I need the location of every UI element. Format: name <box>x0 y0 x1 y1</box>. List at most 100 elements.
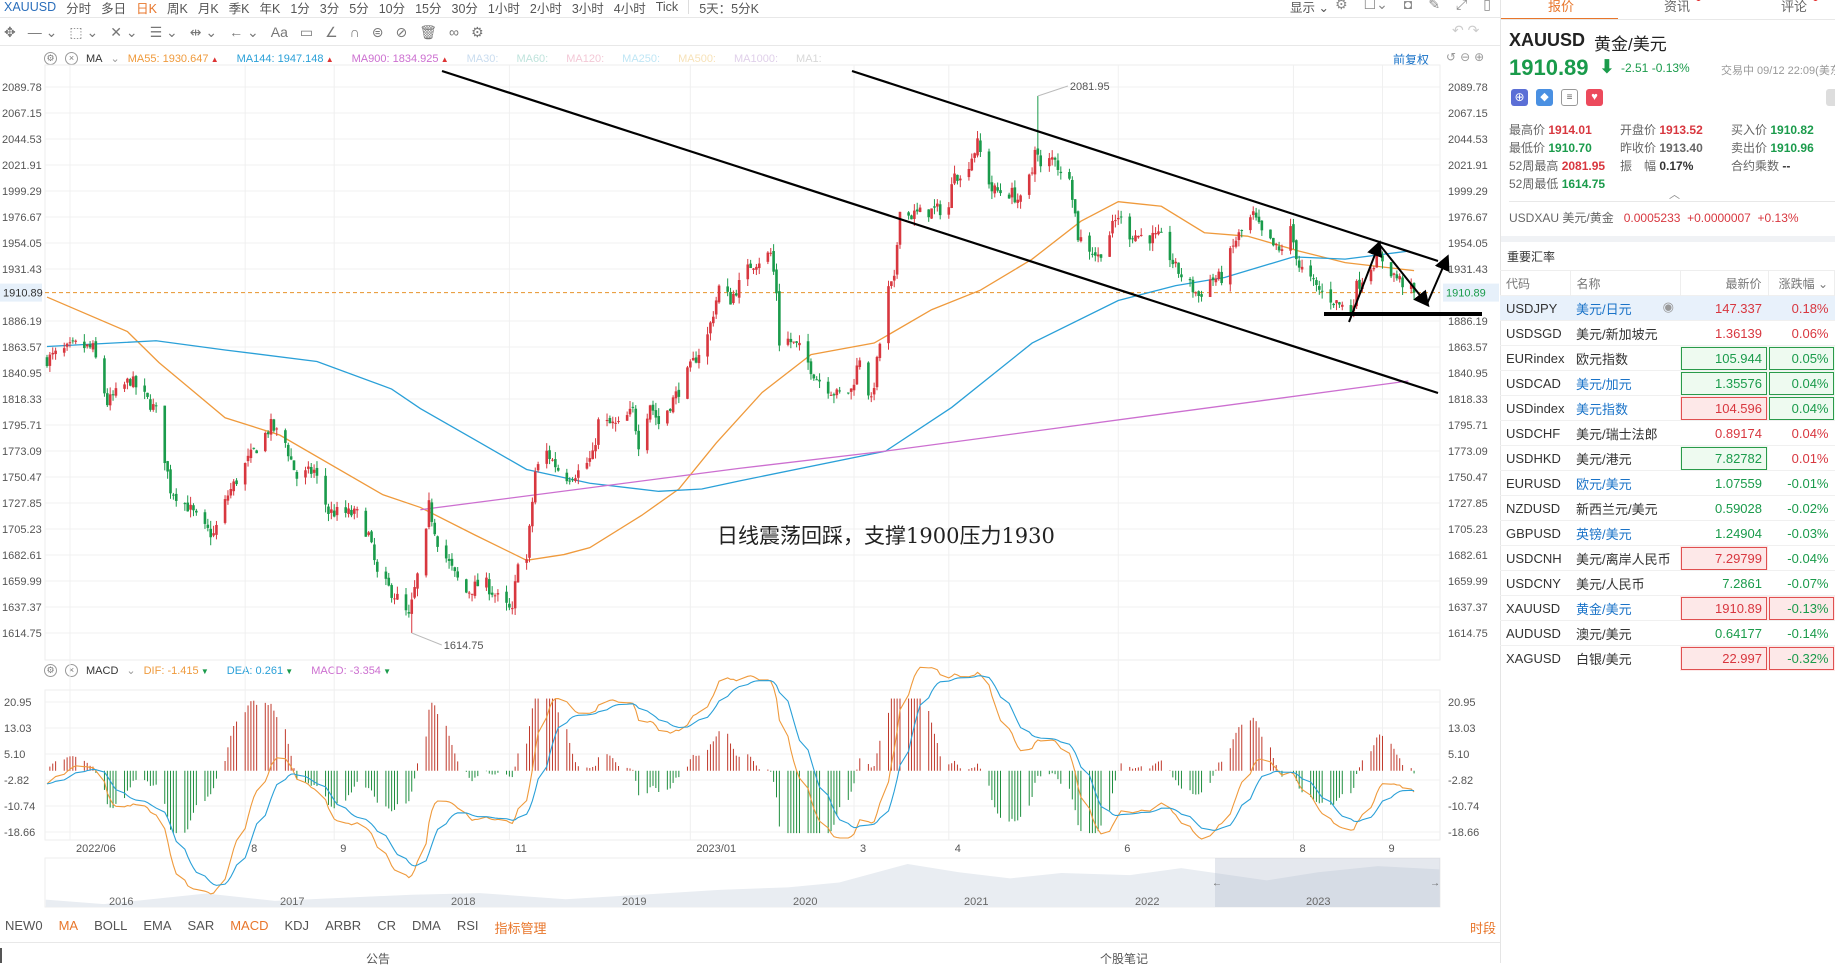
panel-tab[interactable]: 评论 <box>1781 0 1819 15</box>
rate-row[interactable]: XAUUSD 黄金/美元 1910.89 -0.13% <box>1500 595 1835 621</box>
redo-icon[interactable]: ↷ <box>1467 22 1480 38</box>
navigator-right-handle[interactable]: → <box>1430 878 1440 889</box>
rate-row[interactable]: XAGUSD 白银/美元 22.997 -0.32% <box>1500 645 1835 671</box>
panel-tab[interactable]: 资讯 <box>1664 0 1702 15</box>
document-icon[interactable]: ≡ <box>1561 89 1578 106</box>
period-tab[interactable]: 2小时 <box>529 1 562 16</box>
indicator-tab[interactable]: BOLL <box>94 918 128 933</box>
rate-row[interactable]: GBPUSD 英镑/美元 1.24904 -0.03% <box>1500 520 1835 546</box>
indicator-tab[interactable]: RSI <box>456 918 479 933</box>
period-tab[interactable]: 15分 <box>415 1 442 16</box>
indicator-tab[interactable]: DMA <box>411 918 441 933</box>
indicator-tab[interactable]: SAR <box>187 918 215 933</box>
globe-icon[interactable]: ⊕ <box>1511 89 1528 106</box>
chevron-down-icon[interactable]: ⌄ <box>126 665 136 677</box>
period-tab[interactable]: 3分 <box>319 1 340 16</box>
price-chart[interactable]: ← → 2016 2017 2018 2019 2020 2021 2022 2023 2089.7… <box>0 0 1500 963</box>
period-tab[interactable]: 多日 <box>101 1 127 16</box>
navigator-left-handle[interactable]: ← <box>1212 878 1222 889</box>
arrow-drawing[interactable] <box>1426 254 1450 305</box>
layout-icon[interactable]: ☐⌄ <box>1363 0 1388 12</box>
zoom-out-icon[interactable]: ⊖ <box>1460 50 1475 64</box>
rate-row[interactable]: USDCNH 美元/离岸人民币 7.29799 -0.04% <box>1500 545 1835 571</box>
camera-icon[interactable]: ◘ <box>1403 0 1413 12</box>
rate-name[interactable]: 黄金/美元 <box>1576 601 1632 617</box>
period-tab[interactable]: Tick <box>655 0 679 14</box>
rate-name[interactable]: 英镑/美元 <box>1576 526 1632 542</box>
rate-name[interactable]: 欧元/美元 <box>1576 476 1632 492</box>
text-tool[interactable]: Aa <box>270 24 288 40</box>
measure-icon[interactable]: ⇹ ⌄ <box>189 23 218 40</box>
period-tab[interactable]: 5分 <box>349 1 369 16</box>
chevron-down-icon[interactable]: ⌄ <box>110 53 120 65</box>
adjust-button[interactable]: 前复权 <box>1393 53 1430 67</box>
rate-row[interactable]: USDCNY 美元/人民币 7.2861 -0.07% <box>1500 570 1835 596</box>
period-tab[interactable]: 季K <box>228 1 250 16</box>
eye-icon[interactable]: ◉ <box>1662 298 1674 314</box>
display-dropdown[interactable]: 显示 ⌄ <box>1290 1 1329 15</box>
zoom-in-icon[interactable]: ⊕ <box>1474 50 1489 64</box>
period-tab[interactable]: 1小时 <box>487 1 520 16</box>
pencil-icon[interactable]: ✎ <box>1428 0 1441 12</box>
fib-icon[interactable]: ✕ ⌄ <box>110 23 138 40</box>
indicator-tab[interactable]: 指标管理 <box>494 921 547 936</box>
heart-icon[interactable]: ♥ <box>1586 89 1603 106</box>
indicator-tab[interactable]: MA <box>58 918 79 933</box>
rect-icon[interactable]: ⬚ ⌄ <box>69 23 99 40</box>
period-tab[interactable]: 日K <box>136 1 157 16</box>
symbol-link[interactable]: XAUUSD <box>4 0 57 14</box>
period-tab[interactable]: 3小时 <box>571 1 604 16</box>
lock-icon[interactable]: ⊜ <box>371 23 384 40</box>
period-tab[interactable]: 4小时 <box>613 1 646 16</box>
period-tab[interactable]: 月K <box>197 1 219 16</box>
arrow-drawing[interactable] <box>1378 243 1430 308</box>
inverse-quote[interactable]: USDXAU 美元/黄金 0.0005233 +0.0000007 +0.13% <box>1509 211 1799 225</box>
rate-row[interactable]: USDJPY 美元/日元 ◉ 147.337 0.18% <box>1500 295 1835 321</box>
navigator-selection[interactable] <box>1215 858 1440 907</box>
trash-icon[interactable]: 🗑 <box>419 23 437 40</box>
rate-row[interactable]: USDHKD 美元/港元 7.82782 0.01% <box>1500 445 1835 471</box>
rate-name[interactable]: 美元/加元 <box>1576 376 1632 392</box>
collapse-icon[interactable]: ︿ <box>1669 189 1680 201</box>
note-icon[interactable]: ▭ <box>299 23 314 40</box>
link-icon[interactable]: ∞ <box>448 24 459 40</box>
settings-icon[interactable]: ⚙ <box>1335 0 1348 12</box>
magnet-icon[interactable]: ∩ <box>349 24 360 40</box>
lower-trendline[interactable] <box>441 69 1439 395</box>
upper-trendline[interactable] <box>851 69 1439 263</box>
fullscreen-icon[interactable]: ⤢ <box>1456 0 1468 12</box>
panel-tab[interactable]: 报价 <box>1548 0 1575 14</box>
multi-day-dropdown[interactable]: 5天：5分K <box>699 1 759 16</box>
indicator-tab[interactable]: NEW0 <box>5 918 43 933</box>
settings-icon[interactable]: ⚙ <box>44 664 57 677</box>
rate-row[interactable]: USDCHF 美元/瑞士法郎 0.89174 0.04% <box>1500 420 1835 446</box>
hide-icon[interactable]: ⊘ <box>395 23 408 40</box>
indicator-tab[interactable]: ARBR <box>325 918 362 933</box>
column-header[interactable]: 涨跌幅 ⌄ <box>1768 270 1835 296</box>
rate-name[interactable]: 美元指数 <box>1576 401 1629 417</box>
line-icon[interactable]: — ⌄ <box>27 23 58 40</box>
period-tab[interactable]: 分时 <box>66 1 92 16</box>
rate-row[interactable]: USDSGD 美元/新加坡元 1.36139 0.06% <box>1500 320 1835 346</box>
close-icon[interactable]: × <box>65 664 78 677</box>
rate-name[interactable]: 美元/日元 ◉ <box>1576 298 1674 317</box>
arrow-drawing[interactable] <box>1348 240 1383 323</box>
undo-icon[interactable]: ↶ <box>1452 22 1464 38</box>
rate-row[interactable]: NZDUSD 新西兰元/美元 0.59028 -0.02% <box>1500 495 1835 521</box>
reset-icon[interactable]: ↺ <box>1446 50 1461 64</box>
rate-row[interactable]: EURUSD 欧元/美元 1.07559 -0.01% <box>1500 470 1835 496</box>
bell-icon[interactable] <box>1826 89 1835 106</box>
indicator-tab[interactable]: KDJ <box>284 918 310 933</box>
period-button[interactable]: 时段 <box>1470 921 1497 936</box>
indicator-name[interactable]: MACD <box>86 664 119 677</box>
move-icon[interactable]: ✥ <box>4 23 16 40</box>
period-tab[interactable]: 30分 <box>451 1 478 16</box>
notes-tab[interactable]: 个股笔记 <box>1100 952 1149 966</box>
rate-row[interactable]: EURindex 欧元指数 105.944 0.05% <box>1500 345 1835 371</box>
period-tab[interactable]: 年K <box>259 1 281 16</box>
angle-icon[interactable]: ∠ <box>325 23 338 40</box>
indicator-tab[interactable]: CR <box>377 918 396 933</box>
channel-icon[interactable]: ☰ ⌄ <box>149 23 178 40</box>
period-tab[interactable]: 1分 <box>290 1 310 16</box>
rate-row[interactable]: USDindex 美元指数 104.596 0.04% <box>1500 395 1835 421</box>
